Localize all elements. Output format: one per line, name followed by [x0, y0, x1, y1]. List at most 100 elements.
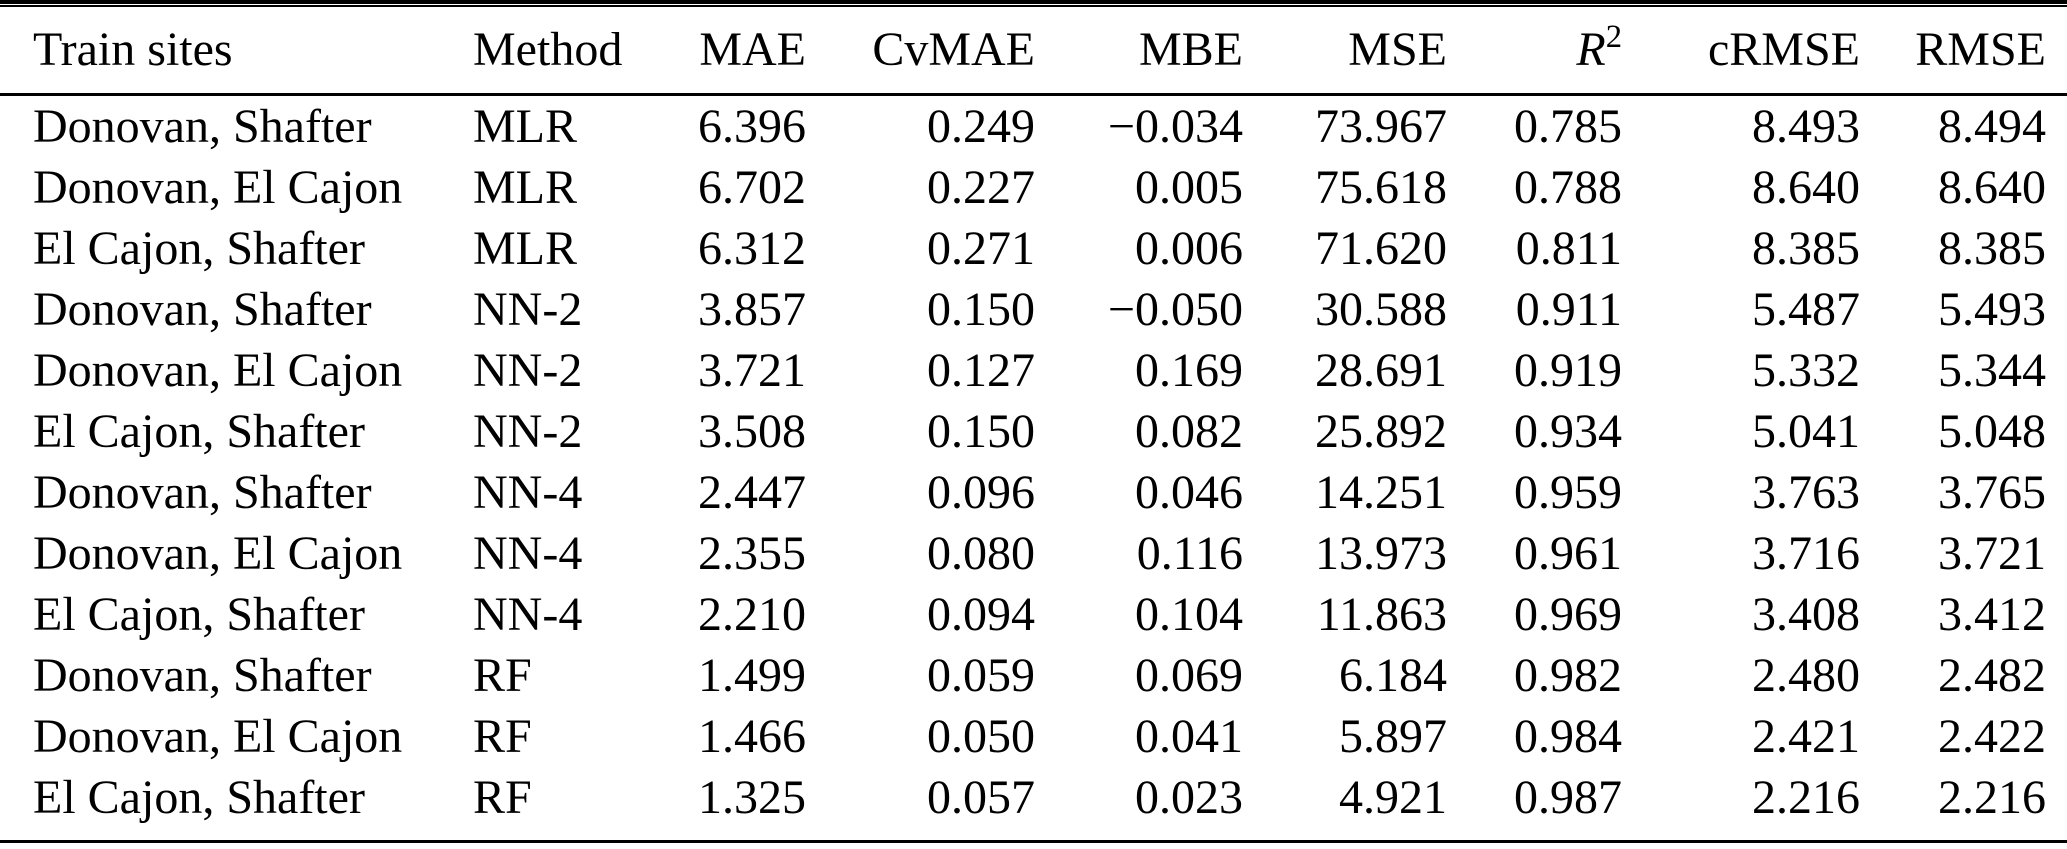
table-row: Donovan, El Cajon NN-4 2.355 0.080 0.116 13.9…	[0, 523, 2067, 584]
cell-rmse: 5.493	[1938, 282, 2046, 336]
cell-r2: 0.961	[1514, 526, 1622, 580]
cell-rmse: 8.494	[1938, 99, 2046, 153]
cell-crmse: 2.480	[1752, 648, 1860, 702]
cell-method: NN-2	[473, 343, 583, 397]
cell-mse: 28.691	[1315, 343, 1447, 397]
cell-train_sites: Donovan, El Cajon	[33, 343, 403, 397]
cell-method: NN-4	[473, 587, 583, 641]
cell-train_sites: El Cajon, Shafter	[33, 770, 365, 824]
cell-crmse: 8.385	[1752, 221, 1860, 275]
table-row: Donovan, El Cajon NN-2 3.721 0.127 0.169 28.6…	[0, 340, 2067, 401]
cell-mae: 3.721	[698, 343, 806, 397]
header-row: Train sites Method MAE CvMAE MBE MSE R2 cRMSE RM…	[0, 7, 2067, 96]
column-header-crmse: cRMSE	[1622, 7, 1860, 96]
cell-mbe: 0.041	[1135, 709, 1243, 763]
cell-cvmae: 0.096	[927, 465, 1035, 519]
cell-mse: 75.618	[1315, 160, 1447, 214]
cell-method: MLR	[473, 160, 578, 214]
table-row: Donovan, Shafter RF 1.499 0.059 0.069 6.184 0.…	[0, 645, 2067, 706]
table-body: Donovan, Shafter MLR 6.396 0.249 −0.034 73.96…	[0, 95, 2067, 829]
cell-rmse: 8.385	[1938, 221, 2046, 275]
table-row: El Cajon, Shafter MLR 6.312 0.271 0.006 71.62…	[0, 218, 2067, 279]
cell-mae: 6.312	[698, 221, 806, 275]
cell-mbe: 0.169	[1135, 343, 1243, 397]
table-row: Donovan, El Cajon RF 1.466 0.050 0.041 5.897 0…	[0, 706, 2067, 767]
cell-mbe: 0.116	[1136, 526, 1243, 580]
table-row: El Cajon, Shafter NN-2 3.508 0.150 0.082 25.8…	[0, 401, 2067, 462]
cell-mbe: −0.050	[1107, 282, 1243, 336]
cell-rmse: 5.344	[1938, 343, 2046, 397]
cell-rmse: 2.216	[1938, 770, 2046, 824]
cell-mae: 2.355	[698, 526, 806, 580]
cell-method: RF	[473, 648, 532, 702]
cell-mse: 11.863	[1316, 587, 1447, 641]
cell-mae: 2.210	[698, 587, 806, 641]
cell-rmse: 3.721	[1938, 526, 2046, 580]
cell-mae: 2.447	[698, 465, 806, 519]
cell-mse: 14.251	[1315, 465, 1447, 519]
table-top-rule	[0, 0, 2067, 7]
cell-cvmae: 0.150	[927, 282, 1035, 336]
cell-r2: 0.785	[1514, 99, 1622, 153]
cell-mae: 1.466	[698, 709, 806, 763]
cell-train_sites: El Cajon, Shafter	[33, 221, 365, 275]
cell-mae: 3.857	[698, 282, 806, 336]
cell-cvmae: 0.127	[927, 343, 1035, 397]
table-row: Donovan, Shafter NN-2 3.857 0.150 −0.050 30.5…	[0, 279, 2067, 340]
cell-mse: 13.973	[1315, 526, 1447, 580]
cell-r2: 0.911	[1515, 282, 1622, 336]
cell-mbe: 0.005	[1135, 160, 1243, 214]
cell-train_sites: Donovan, Shafter	[33, 99, 372, 153]
cell-r2: 0.934	[1514, 404, 1622, 458]
cell-cvmae: 0.059	[927, 648, 1035, 702]
cell-crmse: 3.763	[1752, 465, 1860, 519]
cell-train_sites: El Cajon, Shafter	[33, 587, 365, 641]
table-row: Donovan, Shafter NN-4 2.447 0.096 0.046 14.25…	[0, 462, 2067, 523]
cell-train_sites: Donovan, Shafter	[33, 465, 372, 519]
cell-rmse: 3.765	[1938, 465, 2046, 519]
cell-crmse: 2.421	[1752, 709, 1860, 763]
cell-r2: 0.788	[1514, 160, 1622, 214]
cell-cvmae: 0.094	[927, 587, 1035, 641]
cell-crmse: 3.408	[1752, 587, 1860, 641]
cell-mae: 1.499	[698, 648, 806, 702]
cell-train_sites: El Cajon, Shafter	[33, 404, 365, 458]
cell-cvmae: 0.057	[927, 770, 1035, 824]
cell-method: NN-2	[473, 404, 583, 458]
cell-method: RF	[473, 770, 532, 824]
cell-mbe: 0.006	[1135, 221, 1243, 275]
cell-rmse: 3.412	[1938, 587, 2046, 641]
cell-mbe: 0.082	[1135, 404, 1243, 458]
cell-mbe: 0.069	[1135, 648, 1243, 702]
table-row: Donovan, El Cajon MLR 6.702 0.227 0.005 75.61…	[0, 157, 2067, 218]
cell-r2: 0.811	[1515, 221, 1622, 275]
cell-mse: 4.921	[1339, 770, 1447, 824]
column-header-rmse: RMSE	[1860, 7, 2067, 96]
cell-r2: 0.969	[1514, 587, 1622, 641]
cell-mbe: 0.046	[1135, 465, 1243, 519]
cell-mbe: 0.023	[1135, 770, 1243, 824]
cell-rmse: 8.640	[1938, 160, 2046, 214]
cell-method: MLR	[473, 221, 578, 275]
cell-cvmae: 0.271	[927, 221, 1035, 275]
cell-mae: 6.702	[698, 160, 806, 214]
column-header-r2: R2	[1447, 7, 1622, 96]
cell-cvmae: 0.227	[927, 160, 1035, 214]
cell-mse: 30.588	[1315, 282, 1447, 336]
cell-mse: 25.892	[1315, 404, 1447, 458]
table-row: El Cajon, Shafter NN-4 2.210 0.094 0.104 11.8…	[0, 584, 2067, 645]
cell-cvmae: 0.249	[927, 99, 1035, 153]
cell-cvmae: 0.150	[927, 404, 1035, 458]
cell-mbe: −0.034	[1107, 99, 1243, 153]
cell-mae: 6.396	[698, 99, 806, 153]
cell-r2: 0.984	[1514, 709, 1622, 763]
cell-r2: 0.982	[1514, 648, 1622, 702]
cell-mse: 71.620	[1315, 221, 1447, 275]
cell-mse: 73.967	[1315, 99, 1447, 153]
cell-r2: 0.959	[1514, 465, 1622, 519]
cell-crmse: 8.493	[1752, 99, 1860, 153]
cell-train_sites: Donovan, El Cajon	[33, 709, 403, 763]
cell-rmse: 5.048	[1938, 404, 2046, 458]
column-header-train_sites: Train sites	[0, 7, 473, 96]
